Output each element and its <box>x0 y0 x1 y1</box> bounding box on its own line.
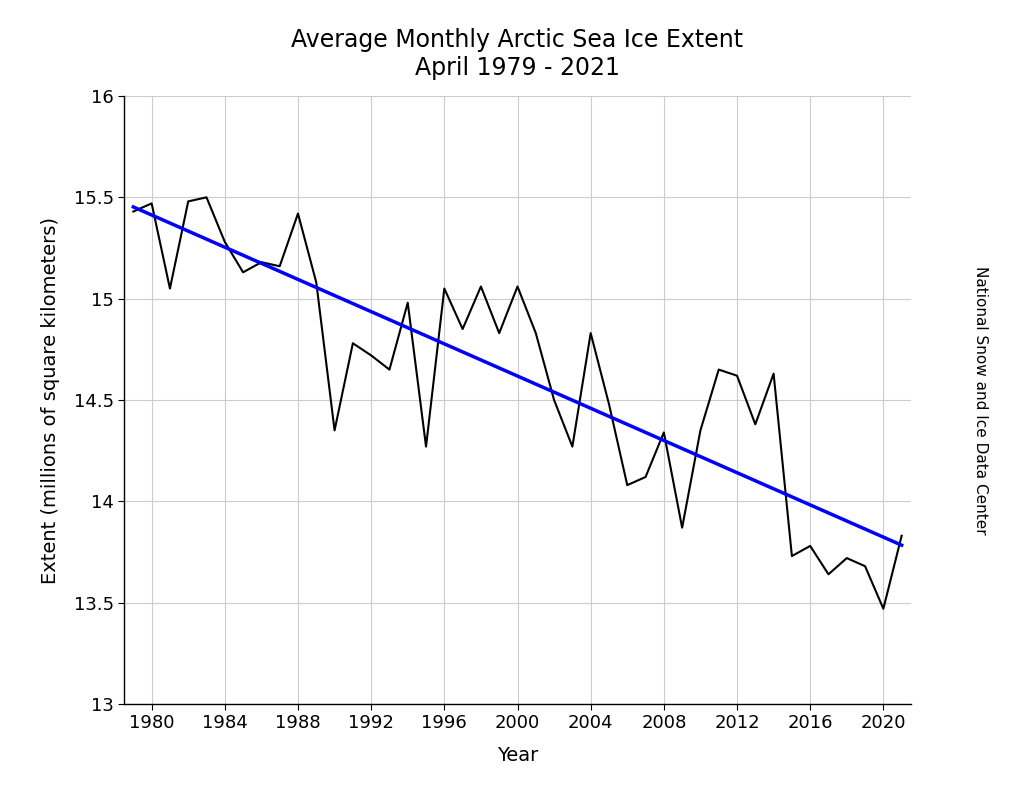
Text: National Snow and Ice Data Center: National Snow and Ice Data Center <box>973 266 987 534</box>
Y-axis label: Extent (millions of square kilometers): Extent (millions of square kilometers) <box>40 217 60 583</box>
X-axis label: Year: Year <box>497 746 538 766</box>
Title: Average Monthly Arctic Sea Ice Extent
April 1979 - 2021: Average Monthly Arctic Sea Ice Extent Ap… <box>292 28 743 80</box>
